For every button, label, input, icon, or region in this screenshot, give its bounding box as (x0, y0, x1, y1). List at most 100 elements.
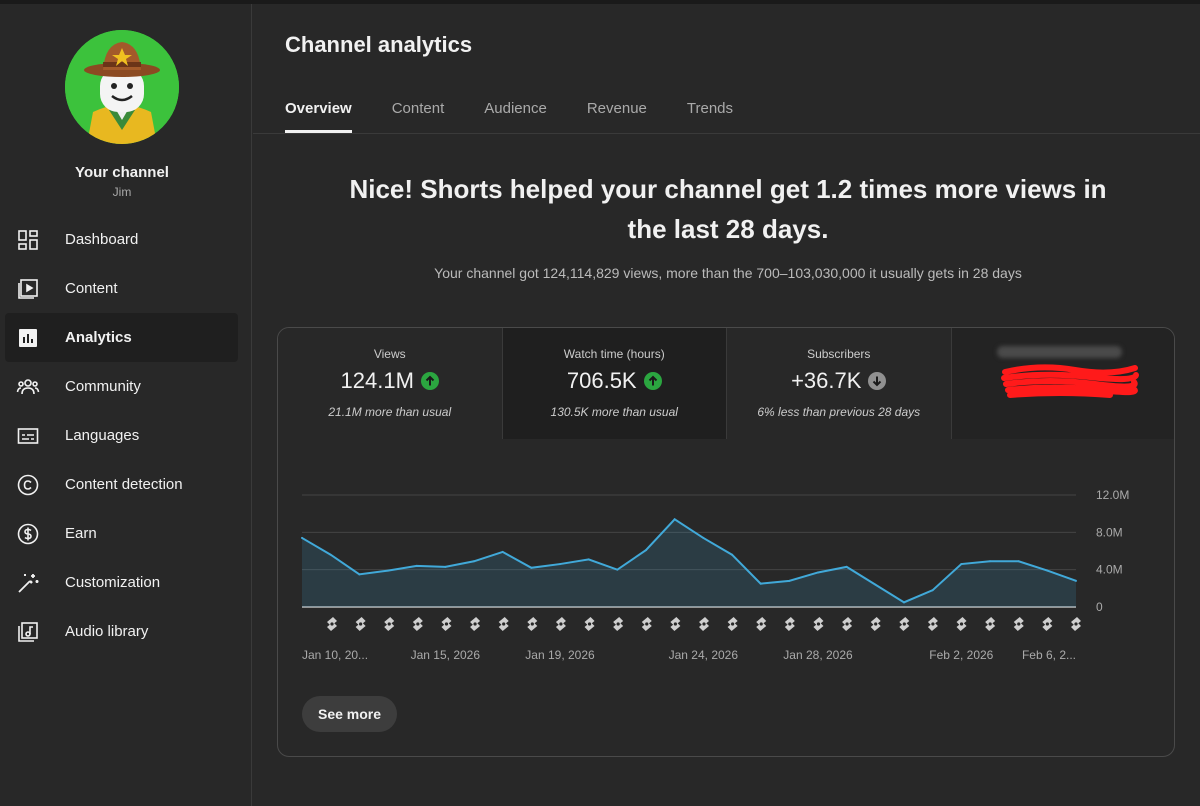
tab-audience[interactable]: Audience (484, 100, 547, 117)
magic-wand-icon (16, 571, 40, 595)
x-tick-label: Jan 24, 2026 (669, 648, 739, 662)
sidebar-nav: Dashboard Content Analytics Community La… (0, 215, 252, 656)
y-tick-label: 4.0M (1096, 563, 1123, 577)
channel-handle: Jim (112, 185, 132, 199)
data-point (444, 565, 447, 568)
sidebar-item-community[interactable]: Community (0, 362, 252, 411)
metric-value-row: +36.7K (727, 368, 951, 394)
metric-views[interactable]: Views 124.1M 21.1M more than usual (278, 328, 503, 439)
shorts-icon (527, 617, 538, 631)
sidebar-item-label: Dashboard (65, 231, 139, 248)
sidebar-item-label: Content detection (65, 476, 183, 493)
metric-note: 21.1M more than usual (328, 405, 452, 419)
y-tick-label: 8.0M (1096, 525, 1123, 539)
data-point (1017, 560, 1020, 563)
shorts-icon (470, 617, 481, 631)
see-more-button[interactable]: See more (302, 696, 398, 732)
channel-name: Your channel (75, 164, 169, 181)
arrow-down-icon (868, 372, 887, 390)
metric-value: +36.7K (791, 368, 862, 393)
shorts-icon (927, 617, 938, 631)
y-tick-label: 12.0M (1096, 488, 1129, 502)
metric-label: Watch time (hours) (563, 347, 665, 361)
sidebar-item-customization[interactable]: Customization (0, 558, 252, 607)
x-tick-label: Jan 28, 2026 (783, 648, 853, 662)
subtitles-icon (16, 424, 40, 448)
shorts-icon (641, 617, 652, 631)
sidebar-item-content[interactable]: Content (0, 264, 252, 313)
shorts-icon (1042, 617, 1053, 631)
copyright-icon (16, 473, 40, 497)
sidebar-item-label: Analytics (65, 329, 132, 346)
shorts-icon (441, 617, 452, 631)
data-point (415, 564, 418, 567)
summary-headline: Nice! Shorts helped your channel get 1.2… (349, 174, 1107, 244)
content-icon (16, 277, 40, 301)
views-chart[interactable]: 12.0M 8.0M 4.0M 0 Jan 10, 20... Jan 15, 2026 J… (278, 478, 1174, 668)
data-point (616, 568, 619, 571)
red-scribble-redaction (1000, 364, 1139, 398)
metric-label: Views (373, 347, 406, 361)
page-title: Channel analytics (285, 32, 473, 57)
metric-tabs: Views 124.1M 21.1M more than usual Watch… (278, 328, 1174, 439)
shorts-icon (613, 617, 624, 631)
shorts-icon (327, 617, 337, 631)
metric-value: 706.5K (566, 368, 637, 393)
tab-overview[interactable]: Overview (285, 88, 352, 134)
data-point (788, 579, 791, 582)
shorts-icon (956, 617, 967, 631)
dollar-icon (16, 522, 40, 546)
community-icon (16, 375, 40, 399)
main-content: Channel analytics Overview Content Audie… (253, 4, 1200, 806)
metric-watch-time[interactable]: Watch time (hours) 706.5K 130.5K more th… (502, 328, 727, 439)
shorts-icon (985, 617, 996, 631)
top-border (0, 0, 1200, 4)
shorts-icon (784, 617, 795, 631)
tab-revenue[interactable]: Revenue (586, 100, 647, 117)
arrow-up-icon (643, 372, 662, 390)
shorts-icon (756, 617, 767, 631)
shorts-icon (355, 617, 366, 631)
shorts-icon (727, 617, 738, 631)
shorts-icon (870, 617, 881, 631)
data-point (874, 583, 877, 586)
data-point (387, 569, 389, 572)
tab-content[interactable]: Content (391, 100, 445, 117)
sidebar-item-label: Community (65, 378, 141, 395)
data-point (845, 565, 848, 568)
avatar[interactable] (65, 30, 179, 144)
shorts-icon (899, 617, 910, 631)
sidebar-item-label: Earn (65, 525, 97, 542)
metric-subscribers[interactable]: Subscribers +36.7K 6% less than previous… (727, 328, 952, 439)
shorts-icon (555, 617, 566, 631)
shorts-icon (699, 617, 709, 631)
arrow-up-icon (420, 372, 439, 390)
metric-redacted[interactable] (951, 328, 1174, 439)
shorts-icon (584, 617, 595, 631)
sidebar-item-dashboard[interactable]: Dashboard (0, 215, 252, 264)
shorts-icon (670, 617, 681, 631)
sidebar-item-label: Content (65, 280, 118, 297)
x-tick-label: Jan 10, 20... (302, 648, 368, 662)
shorts-icon (412, 617, 423, 631)
data-point (989, 560, 991, 563)
shorts-icon (842, 617, 853, 631)
data-point (1075, 579, 1077, 582)
sidebar-item-languages[interactable]: Languages (0, 411, 252, 460)
chart-area (302, 519, 1076, 607)
summary-subline: Your channel got 124,114,829 views, more… (434, 265, 1022, 281)
x-tick-label: Feb 6, 2... (1022, 648, 1076, 662)
sidebar-item-earn[interactable]: Earn (0, 509, 252, 558)
sidebar-item-analytics[interactable]: Analytics (5, 313, 238, 362)
chart-canvas: 12.0M 8.0M 4.0M 0 Jan 10, 20... Jan 15, 2026 J… (301, 488, 1129, 662)
sidebar-item-audio-library[interactable]: Audio library (0, 607, 252, 656)
tab-trends[interactable]: Trends (686, 100, 734, 117)
shorts-icon (384, 617, 395, 631)
data-point (559, 563, 561, 566)
tabs-divider (253, 133, 1200, 134)
chart-line (301, 517, 1077, 604)
sidebar-item-label: Customization (65, 574, 161, 591)
x-tick-label: Jan 19, 2026 (525, 648, 595, 662)
sidebar-item-content-detection[interactable]: Content detection (0, 460, 252, 509)
x-tick-label: Jan 15, 2026 (411, 648, 481, 662)
